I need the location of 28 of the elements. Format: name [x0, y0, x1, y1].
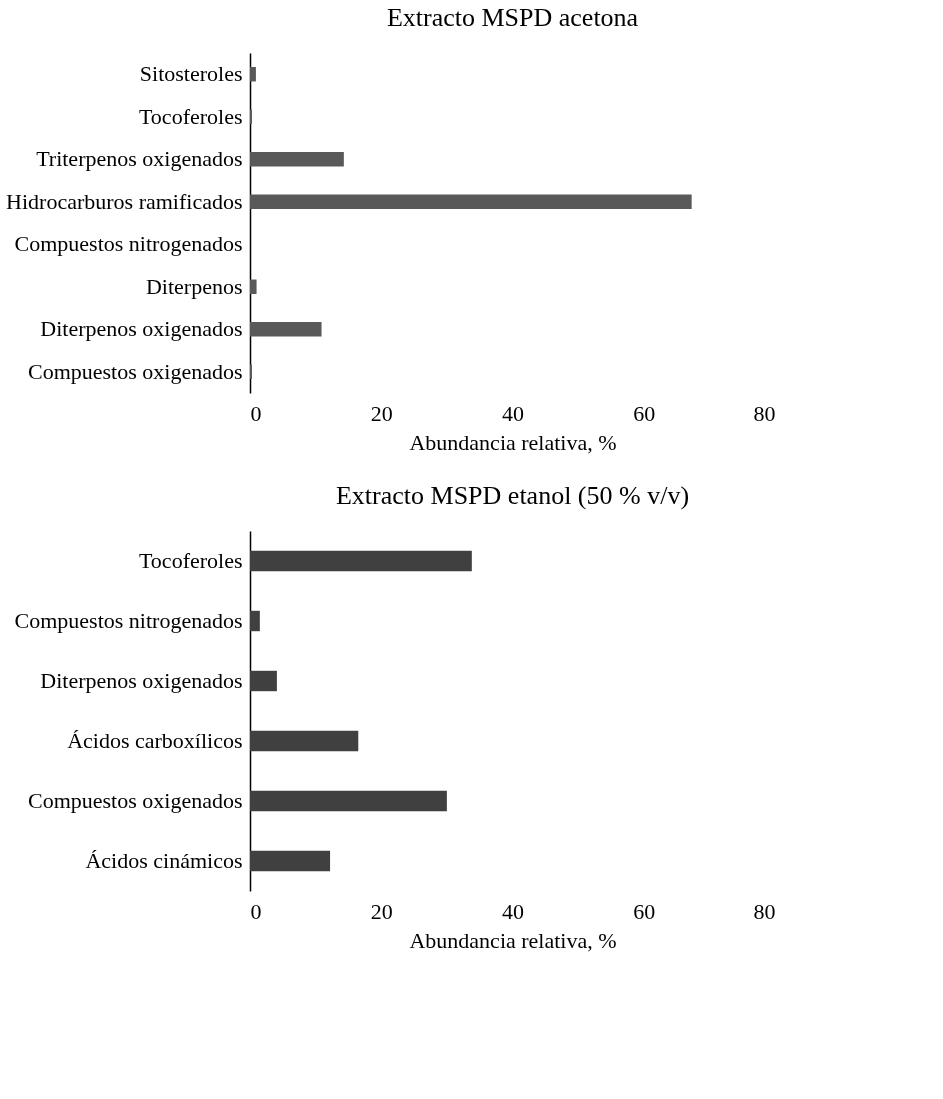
x-tick-label: 80 [753, 898, 776, 924]
chart-title: Extracto MSPD etanol (50 % v/v) [335, 481, 690, 510]
y-tick-label: Compuestos nitrogenados [14, 231, 243, 257]
y-tick-label: Compuestos oxigenados [28, 358, 243, 384]
y-tick-label: Ácidos carboxílicos [67, 728, 243, 753]
y-tick-label: Tocoferoles [138, 103, 243, 129]
x-tick-label: 40 [502, 898, 524, 924]
y-tick-label: Diterpenos oxigenados [40, 316, 243, 342]
chart-title: Extracto MSPD acetona [386, 3, 639, 32]
y-tick-label: Compuestos nitrogenados [14, 608, 243, 633]
y-tick-label: Hidrocarburos ramificados [6, 188, 243, 214]
x-tick-label: 0 [250, 898, 262, 924]
y-tick-label: Tocoferoles [138, 548, 243, 573]
y-tick-label: Diterpenos oxigenados [40, 668, 243, 693]
x-tick-label: 20 [370, 898, 393, 924]
x-axis-title: Abundancia relativa, % [409, 429, 617, 455]
y-tick-label: Diterpenos [145, 273, 243, 299]
x-tick-label: 60 [633, 898, 656, 924]
x-tick-label: 20 [370, 400, 393, 426]
x-axis-title: Abundancia relativa, % [409, 927, 617, 953]
x-tick-label: 40 [502, 400, 524, 426]
y-tick-label: Ácidos cinámicos [85, 848, 243, 873]
x-tick-label: 0 [250, 400, 262, 426]
x-tick-label: 60 [633, 400, 656, 426]
x-tick-label: 80 [753, 400, 776, 426]
y-tick-label: Sitosteroles [139, 61, 243, 87]
y-tick-label: Triterpenos oxigenados [36, 146, 243, 172]
y-tick-label: Compuestos oxigenados [28, 788, 243, 813]
